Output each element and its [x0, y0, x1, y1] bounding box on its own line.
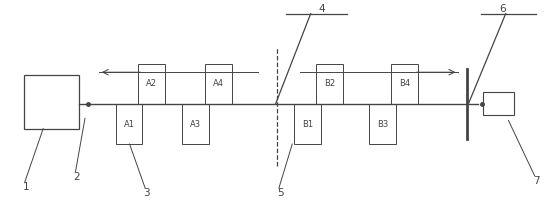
Text: 1: 1: [23, 182, 30, 192]
Bar: [391, 64, 418, 104]
Text: 3: 3: [143, 188, 150, 198]
Bar: [24, 75, 80, 129]
Text: B3: B3: [377, 120, 388, 129]
Bar: [205, 64, 231, 104]
Text: 7: 7: [533, 176, 540, 186]
Text: 2: 2: [73, 172, 80, 182]
Text: B2: B2: [324, 79, 335, 88]
Text: A1: A1: [124, 120, 134, 129]
Bar: [483, 92, 514, 115]
Text: B1: B1: [302, 120, 313, 129]
Text: 5: 5: [277, 188, 283, 198]
Bar: [369, 104, 396, 144]
Text: B4: B4: [399, 79, 410, 88]
Text: A4: A4: [213, 79, 223, 88]
Text: A3: A3: [190, 120, 202, 129]
Text: 4: 4: [319, 4, 325, 14]
Bar: [183, 104, 209, 144]
Text: 6: 6: [500, 4, 506, 14]
Bar: [115, 104, 142, 144]
Bar: [138, 64, 165, 104]
Bar: [316, 64, 343, 104]
Bar: [294, 104, 321, 144]
Text: A2: A2: [146, 79, 157, 88]
